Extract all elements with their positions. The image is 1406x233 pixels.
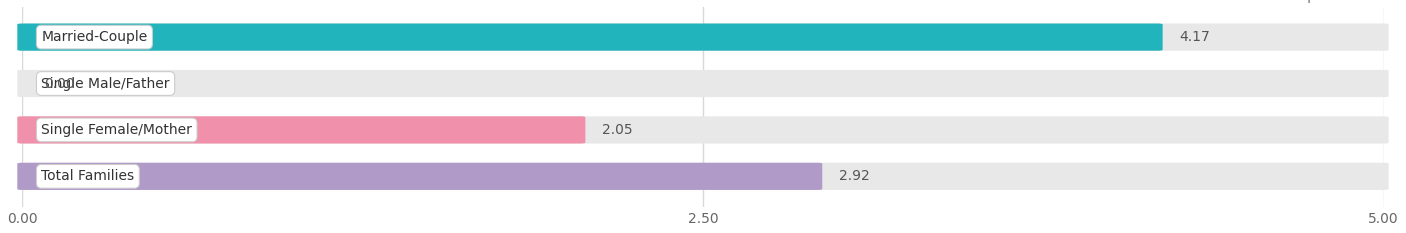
Text: 2.05: 2.05 xyxy=(602,123,633,137)
FancyBboxPatch shape xyxy=(17,163,823,190)
FancyBboxPatch shape xyxy=(17,116,585,144)
Text: Single Male/Father: Single Male/Father xyxy=(41,76,170,90)
FancyBboxPatch shape xyxy=(17,70,1389,97)
Text: 4.17: 4.17 xyxy=(1180,30,1211,44)
Text: Source: ZipAtlas.com: Source: ZipAtlas.com xyxy=(1244,0,1376,3)
Text: 2.92: 2.92 xyxy=(839,169,870,183)
Text: MEDIAN FAMILY SIZE IN SABILLASVILLE: MEDIAN FAMILY SIZE IN SABILLASVILLE xyxy=(34,0,461,3)
FancyBboxPatch shape xyxy=(17,24,1389,51)
FancyBboxPatch shape xyxy=(17,24,1163,51)
Text: Total Families: Total Families xyxy=(41,169,135,183)
Text: Married-Couple: Married-Couple xyxy=(41,30,148,44)
Text: 0.00: 0.00 xyxy=(44,76,75,90)
FancyBboxPatch shape xyxy=(17,116,1389,144)
FancyBboxPatch shape xyxy=(17,163,1389,190)
Text: Single Female/Mother: Single Female/Mother xyxy=(41,123,193,137)
